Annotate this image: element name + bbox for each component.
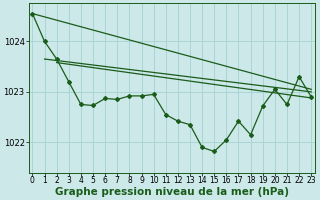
X-axis label: Graphe pression niveau de la mer (hPa): Graphe pression niveau de la mer (hPa) (55, 187, 289, 197)
